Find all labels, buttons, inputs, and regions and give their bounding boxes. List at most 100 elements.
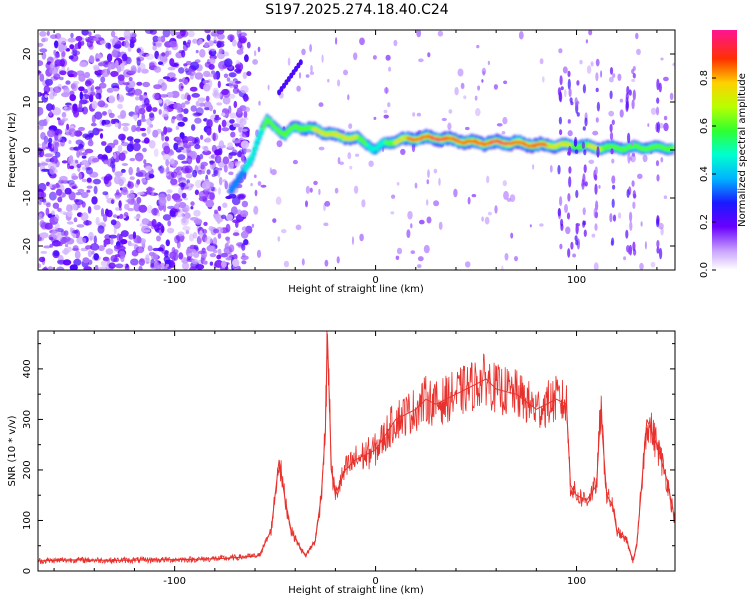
streak-blob — [584, 117, 588, 127]
streak-blob — [559, 75, 563, 86]
streak-blob — [574, 149, 579, 154]
noise-blob — [195, 154, 201, 164]
noise-blob — [373, 116, 377, 120]
noise-blob — [175, 201, 181, 206]
noise-blob — [166, 189, 173, 194]
noise-blob — [192, 251, 200, 258]
noise-blob — [298, 72, 302, 79]
streak-blob — [568, 145, 572, 156]
noise-blob — [121, 168, 126, 173]
noise-blob — [254, 189, 258, 197]
noise-blob — [438, 221, 443, 230]
noise-blob — [52, 91, 58, 97]
noise-blob — [318, 188, 321, 196]
noise-blob — [252, 59, 258, 65]
noise-blob — [183, 142, 188, 148]
noise-blob — [50, 226, 59, 231]
noise-blob — [209, 104, 213, 112]
noise-blob — [113, 175, 122, 185]
noise-blob — [218, 176, 223, 186]
noise-blob — [477, 85, 481, 91]
streak-blob — [631, 99, 635, 110]
streak-blob — [629, 221, 633, 231]
noise-blob — [309, 187, 313, 193]
noise-blob — [99, 40, 106, 45]
ridge-cell — [261, 124, 266, 130]
noise-blob — [66, 123, 70, 130]
noise-blob — [133, 216, 140, 220]
noise-blob — [181, 192, 187, 199]
noise-blob — [57, 207, 62, 213]
noise-blob — [82, 133, 89, 139]
noise-blob — [61, 236, 71, 243]
noise-blob — [67, 156, 74, 165]
noise-blob — [87, 250, 93, 258]
noise-blob — [228, 72, 237, 78]
noise-blob — [61, 50, 66, 58]
noise-blob — [617, 73, 622, 82]
noise-blob — [194, 218, 203, 226]
noise-blob — [502, 116, 508, 125]
noise-blob — [383, 109, 388, 114]
noise-blob — [47, 266, 54, 270]
noise-blob — [232, 232, 240, 237]
noise-blob — [73, 110, 80, 118]
noise-blob — [132, 142, 141, 152]
noise-blob — [417, 264, 422, 269]
noise-blob — [206, 34, 211, 41]
noise-blob — [276, 140, 283, 148]
streak-blob — [583, 149, 587, 156]
noise-blob — [82, 257, 90, 264]
noise-blob — [226, 252, 233, 260]
spectrogram-x-tick-label: 100 — [567, 275, 586, 286]
noise-blob — [114, 194, 121, 200]
noise-blob — [122, 126, 129, 132]
noise-blob — [623, 256, 627, 261]
noise-blob — [214, 116, 221, 121]
noise-blob — [650, 107, 657, 115]
noise-blob — [146, 105, 153, 112]
noise-blob — [144, 30, 154, 34]
noise-blob — [180, 102, 186, 109]
noise-blob — [54, 53, 61, 59]
noise-blob — [181, 50, 186, 58]
noise-blob — [68, 128, 77, 137]
noise-blob — [225, 236, 231, 241]
noise-blob — [617, 212, 622, 219]
streak-blob — [632, 72, 636, 79]
noise-blob — [217, 169, 221, 178]
streak-blob — [567, 248, 571, 258]
noise-blob — [152, 35, 159, 42]
noise-blob — [222, 96, 231, 105]
snr-y-label: SNR (10 * v/v) — [7, 415, 18, 486]
noise-blob — [390, 211, 395, 215]
noise-blob — [39, 31, 47, 37]
noise-blob — [213, 228, 219, 234]
noise-blob — [85, 167, 91, 171]
noise-blob — [237, 40, 243, 49]
noise-blob — [171, 171, 178, 179]
ridge-cell — [566, 142, 572, 147]
ridge-cell — [498, 140, 503, 143]
noise-blob — [40, 162, 49, 166]
noise-blob — [83, 266, 92, 270]
noise-blob — [235, 80, 241, 84]
noise-blob — [100, 76, 106, 83]
noise-blob — [464, 261, 471, 268]
noise-blob — [45, 78, 53, 86]
noise-blob — [96, 40, 100, 45]
noise-blob — [192, 112, 202, 117]
noise-blob — [169, 158, 175, 165]
noise-blob — [209, 160, 216, 164]
noise-blob — [47, 142, 52, 149]
noise-blob — [212, 132, 216, 142]
noise-blob — [95, 216, 100, 226]
noise-blob — [142, 81, 151, 88]
noise-blob — [232, 258, 240, 267]
noise-blob — [209, 253, 217, 258]
noise-blob — [120, 239, 128, 245]
noise-blob — [663, 76, 669, 82]
streak-blob — [568, 166, 572, 174]
noise-blob — [94, 34, 101, 39]
noise-blob — [76, 149, 80, 158]
